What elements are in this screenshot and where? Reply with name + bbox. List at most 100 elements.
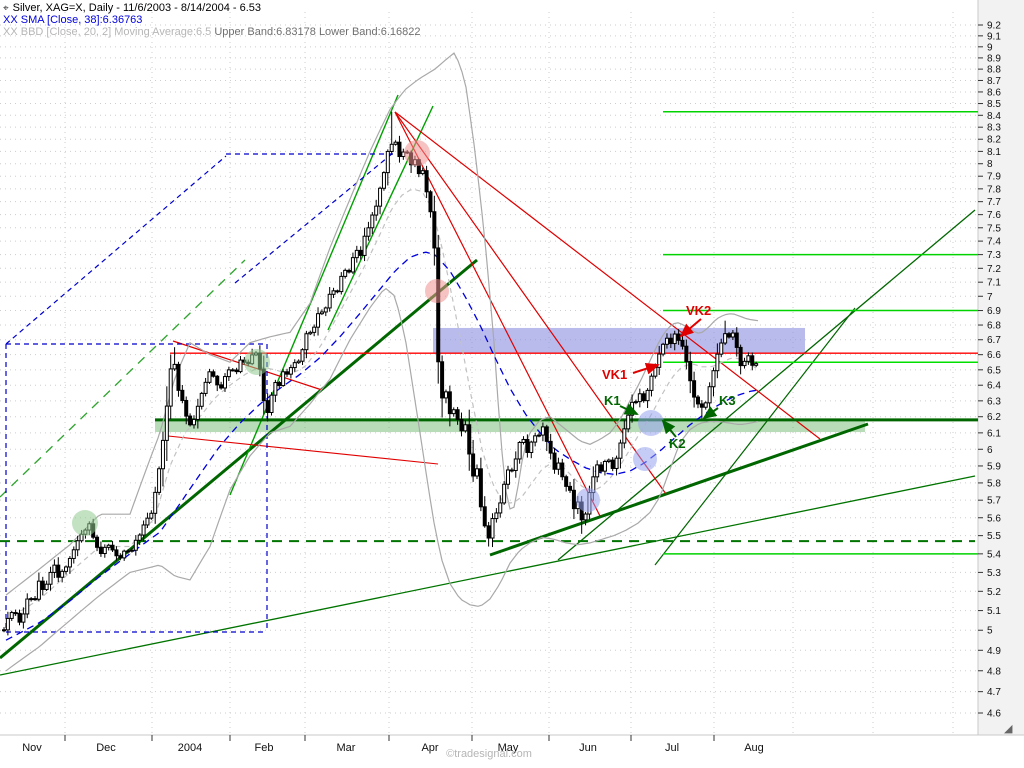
candle-down (680, 339, 685, 347)
candle-up (168, 368, 173, 407)
candle-up (133, 539, 138, 551)
fan-line-2 (394, 111, 667, 495)
annotation-k1[interactable]: K1 (604, 393, 621, 408)
x-axis-label[interactable]: Aug (744, 742, 764, 754)
y-axis-label: 8.7 (987, 76, 1001, 87)
candle-down (610, 459, 615, 469)
candle-up (157, 468, 162, 493)
candle-down (110, 544, 115, 551)
candle-up (343, 269, 348, 277)
candle-down (676, 333, 681, 341)
candle-down (285, 371, 290, 375)
candle-down (726, 333, 731, 338)
candle-up (44, 583, 49, 590)
instrument-icon: ⌖ (3, 3, 9, 14)
candle-down (347, 269, 352, 273)
x-axis-label[interactable]: Feb (255, 742, 274, 754)
resize-handle-icon[interactable]: ◢ (1004, 723, 1013, 735)
legend-sma[interactable]: XX SMA [Close, 38]:6.36763 (3, 14, 142, 26)
candle-up (308, 331, 313, 335)
marker-circle-blue-1 (576, 488, 600, 512)
candle-up (672, 333, 677, 345)
candle-down (33, 598, 38, 601)
x-axis[interactable]: Nov Dec 2004 Feb Mar Apr May Jun Jul Aug (22, 735, 764, 754)
candle-up (312, 326, 317, 333)
candle-up (327, 293, 332, 309)
channel-left-line (229, 94, 399, 496)
candle-up (137, 534, 142, 541)
candle-down (695, 396, 700, 405)
candle-up (29, 598, 34, 601)
candle-down (564, 476, 569, 487)
y-axis-label: 7.8 (987, 184, 1001, 195)
candle-down (688, 361, 693, 382)
candle-down (17, 612, 22, 623)
y-axis[interactable]: 9.29.198.98.88.78.68.58.48.38.28.187.97.… (978, 21, 1001, 720)
x-axis-label[interactable]: Jun (579, 742, 597, 754)
annotation-arrow-k3 (702, 406, 719, 420)
annotations-layer[interactable]: VK2 VK1 K1 K2 K3 (602, 303, 736, 451)
candle-down (436, 247, 441, 363)
candle-down (219, 384, 224, 389)
candle-up (556, 462, 561, 470)
annotation-arrow-k1 (619, 403, 639, 415)
candle-up (730, 332, 735, 338)
candle-up (723, 333, 728, 344)
candle-down (2, 629, 6, 632)
annotation-vk2[interactable]: VK2 (686, 303, 711, 318)
steep-trend-line-1 (557, 209, 976, 561)
candle-down (358, 249, 363, 256)
candle-up (362, 235, 367, 256)
candle-up (540, 426, 545, 436)
candle-up (106, 544, 111, 548)
chart-title: Silver, XAG=X, Daily - 11/6/2003 - 8/14/… (12, 2, 261, 14)
x-axis-label[interactable]: Apr (421, 742, 438, 754)
x-axis-label[interactable]: 2004 (178, 742, 202, 754)
y-axis-label: 7.3 (987, 250, 1001, 261)
candle-up (36, 580, 41, 600)
candle-down (432, 211, 437, 249)
candle-up (602, 460, 607, 472)
y-axis-label: 5.6 (987, 513, 1001, 524)
y-axis-label: 8.8 (987, 65, 1001, 76)
candle-up (653, 366, 658, 377)
candle-down (684, 345, 689, 363)
sma-legend-text: XX SMA [Close, 38]:6.36763 (3, 14, 143, 26)
candle-up (389, 143, 394, 152)
candle-up (506, 469, 511, 485)
candle-up (331, 290, 336, 295)
candle-down (397, 141, 402, 158)
candle-down (548, 440, 553, 454)
zones-layer (155, 327, 865, 433)
candle-up (443, 391, 448, 399)
candle-up (207, 371, 212, 383)
construction-lines-layer[interactable] (0, 94, 976, 676)
candle-up (21, 613, 26, 623)
long-support-line (0, 475, 976, 676)
candle-up (9, 612, 14, 619)
y-axis-label: 6.4 (987, 381, 1001, 392)
x-axis-label[interactable]: Nov (22, 742, 42, 754)
triangle-support-line (489, 422, 869, 557)
candle-down (471, 453, 476, 477)
annotation-arrow-vk1 (632, 362, 660, 375)
x-axis-label[interactable]: May (498, 742, 519, 754)
candle-down (734, 332, 739, 348)
legend-bbd[interactable]: XX BBD [Close, 20, 2] Moving Average:6.5… (3, 26, 420, 38)
x-axis-label[interactable]: Jul (665, 742, 679, 754)
x-axis-label[interactable]: Dec (96, 742, 116, 754)
annotation-k3[interactable]: K3 (719, 393, 736, 408)
candle-up (657, 353, 662, 368)
candle-down (215, 375, 220, 386)
candle-up (273, 382, 278, 396)
annotation-k2[interactable]: K2 (669, 436, 686, 451)
x-axis-label[interactable]: Mar (337, 742, 356, 754)
annotation-vk1[interactable]: VK1 (602, 367, 627, 382)
candle-up (754, 363, 759, 366)
candle-up (618, 442, 623, 459)
candle-up (622, 428, 627, 444)
candle-up (595, 464, 600, 478)
candle-down (641, 393, 646, 402)
